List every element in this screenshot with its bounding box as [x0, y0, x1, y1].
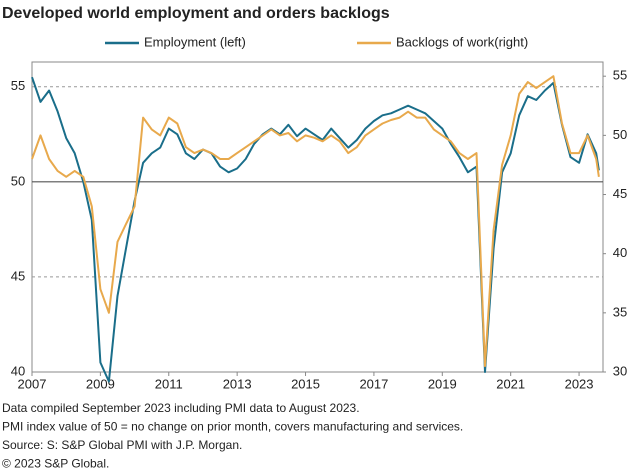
plot-frame: [31, 61, 604, 373]
y-tick-label: 40: [11, 363, 25, 378]
y2-tick-label: 30: [613, 363, 627, 378]
x-tick-label: 2013: [223, 376, 252, 391]
x-tick-label: 2017: [359, 376, 388, 391]
y2-tick-label: 35: [613, 304, 627, 319]
series-line: [31, 75, 600, 368]
x-tick-label: 2015: [291, 376, 320, 391]
y2-tick-label: 55: [613, 68, 627, 83]
series-line: [31, 76, 600, 383]
x-tick-label: 2019: [428, 376, 457, 391]
x-tick-label: 2023: [565, 376, 594, 391]
x-tick-label: 2021: [496, 376, 525, 391]
x-tick-label: 2007: [18, 376, 47, 391]
footnote: © 2023 S&P Global.: [2, 457, 109, 471]
y-tick-label: 55: [11, 78, 25, 93]
chart-title: Developed world employment and orders ba…: [2, 5, 390, 22]
x-tick-label: 2009: [86, 376, 115, 391]
y2-tick-label: 45: [613, 186, 627, 201]
footnote: PMI index value of 50 = no change on pri…: [2, 420, 463, 434]
y2-tick-label: 50: [613, 127, 627, 142]
footnote: Data compiled September 2023 including P…: [2, 401, 360, 415]
legend-label: Backlogs of work(right): [396, 34, 528, 49]
legend-label: Employment (left): [144, 34, 246, 49]
footnote: Source: S: S&P Global PMI with J.P. Morg…: [2, 438, 242, 452]
y-tick-label: 45: [11, 268, 25, 283]
y2-tick-label: 40: [613, 245, 627, 260]
y-tick-label: 50: [11, 173, 25, 188]
x-tick-label: 2011: [155, 376, 183, 391]
